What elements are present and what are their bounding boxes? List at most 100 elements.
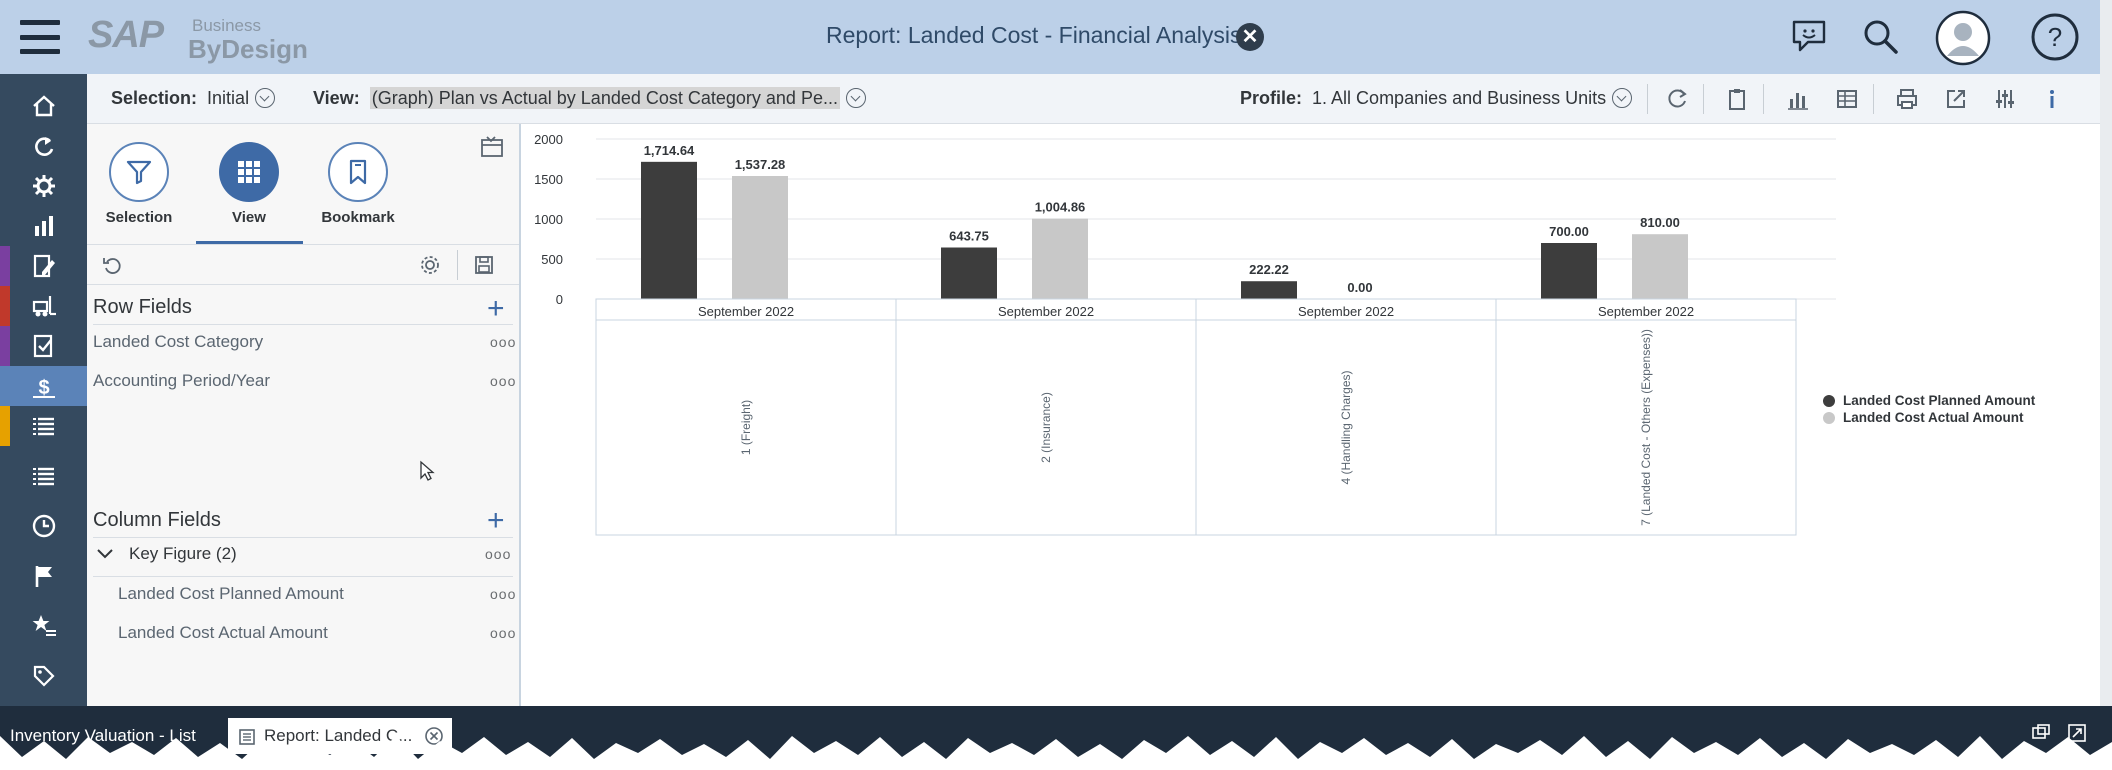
toolbar-divider [1763,84,1764,114]
refresh-nav-icon[interactable] [0,126,87,166]
close-icon[interactable] [424,726,444,746]
bar [1032,218,1088,299]
info-icon[interactable] [2039,86,2065,112]
financials-nav-icon[interactable]: $ [0,366,87,406]
bar [941,247,997,299]
selection-button[interactable] [109,142,169,202]
grid-icon [238,161,260,183]
shell-header: SAP Business ByDesign Report: Landed Cos… [0,0,2100,74]
toolbar-divider [1873,84,1874,114]
bar-chart: 0 500 1000 1500 2000 1,714.64 1,537.28 643.75 1,… [534,132,2036,536]
add-column-field-button[interactable]: + [487,504,505,537]
rail-color-stripe [0,246,10,286]
row-field-item[interactable]: Landed Cost Category [93,332,264,351]
legend-label: Landed Cost Actual Amount [1843,410,2024,425]
x-tick-label: September 2022 [998,304,1094,319]
report-toolbar: Selection: Initial View: (Graph) Plan vs… [87,74,2100,124]
menu-icon[interactable] [20,20,60,54]
report-doc-icon [239,729,255,745]
refresh-icon[interactable] [1664,86,1690,112]
more-options-icon[interactable]: ooo [490,586,517,602]
gear-icon[interactable] [419,254,441,276]
sap-logo[interactable]: SAP Business ByDesign [88,14,308,64]
rail-color-stripe [0,406,10,446]
key-figure-group[interactable]: Key Figure (2) [129,544,237,563]
settings-nav-icon[interactable] [0,166,87,206]
clipboard-icon[interactable] [1724,86,1750,112]
y-tick-label: 1500 [534,172,563,187]
view-control[interactable]: View: (Graph) Plan vs Actual by Landed C… [313,87,866,109]
column-field-item[interactable]: Landed Cost Planned Amount [118,584,344,603]
more-options-icon[interactable]: ooo [485,546,512,562]
divider [457,250,458,280]
column-field-item[interactable]: Landed Cost Actual Amount [118,623,328,642]
analytics-nav-icon[interactable] [0,206,87,246]
bar-chart-icon[interactable] [1785,86,1811,112]
collapse-panel-icon[interactable] [479,134,505,160]
row-field-item[interactable]: Accounting Period/Year [93,371,271,390]
edit-document-nav-icon[interactable] [0,246,87,286]
task-tab-report[interactable]: Report: Landed C... [228,718,452,754]
y-tick-label: 500 [541,252,563,267]
undo-icon[interactable] [101,254,123,276]
export-icon[interactable] [1943,86,1969,112]
task-tab-inventory-valuation[interactable]: Inventory Valuation - List [10,726,196,745]
y-tick-label: 1000 [534,212,563,227]
torn-edge-decoration [0,736,2112,770]
legend-label: Landed Cost Planned Amount [1843,393,2036,408]
list-nav-icon[interactable] [0,406,87,446]
divider [87,284,519,285]
user-avatar[interactable] [1935,10,1991,66]
data-label: 1,004.86 [1035,200,1086,215]
tags-nav-icon[interactable] [0,656,87,696]
more-options-icon[interactable]: ooo [490,334,517,350]
group-label: 7 (Landed Cost - Others (Expenses)) [1639,329,1653,526]
task-tab-label: Report: Landed C... [264,726,413,745]
favorites-nav-icon[interactable] [0,606,87,646]
rail-color-stripe [0,326,10,366]
chevron-down-icon[interactable] [95,544,115,564]
data-label: 700.00 [1549,224,1589,239]
bar [641,161,697,299]
group-label: 1 (Freight) [739,400,753,455]
bar [1541,243,1597,299]
chevron-down-icon[interactable] [845,88,866,108]
view-button-label: View [232,209,266,226]
save-icon[interactable] [473,254,495,276]
flag-nav-icon[interactable] [0,556,87,596]
search-icon[interactable] [1860,16,1902,58]
chevron-down-icon[interactable] [255,88,276,108]
settings-sliders-icon[interactable] [1992,86,2018,112]
help-icon[interactable]: ? [2030,12,2080,62]
add-row-field-button[interactable]: + [487,292,505,325]
bookmark-icon [349,159,367,185]
profile-control[interactable]: Profile: 1. All Companies and Business U… [1240,88,1633,109]
table-icon[interactable] [1834,86,1860,112]
divider [93,324,513,325]
chevron-down-icon[interactable] [1612,88,1633,108]
y-tick-label: 2000 [534,132,563,147]
active-tab-indicator [196,241,303,244]
window-toggle-icon[interactable] [2030,722,2052,744]
clock-nav-icon[interactable] [0,506,87,546]
rail-color-stripe [0,286,10,326]
maximize-icon[interactable] [2066,722,2088,744]
close-report-button[interactable]: ✕ [1236,23,1264,51]
group-label: 2 (Insurance) [1039,392,1053,463]
view-settings-panel: Selection View Bookmark Row Fields + Lan… [87,124,521,706]
svg-text:?: ? [2048,22,2062,52]
print-icon[interactable] [1894,86,1920,112]
approval-nav-icon[interactable] [0,326,87,366]
more-options-icon[interactable]: ooo [490,625,517,641]
view-button[interactable] [219,142,279,202]
feedback-icon[interactable] [1788,16,1830,58]
toolbar-divider [1703,84,1704,114]
bookmark-button[interactable] [328,142,388,202]
home-icon[interactable] [0,86,87,126]
selection-control[interactable]: Selection: Initial [111,88,276,109]
worklist-nav-icon[interactable] [0,456,87,496]
legend-marker [1823,412,1835,424]
filter-icon [126,160,152,185]
forklift-nav-icon[interactable] [0,286,87,326]
more-options-icon[interactable]: ooo [490,373,517,389]
